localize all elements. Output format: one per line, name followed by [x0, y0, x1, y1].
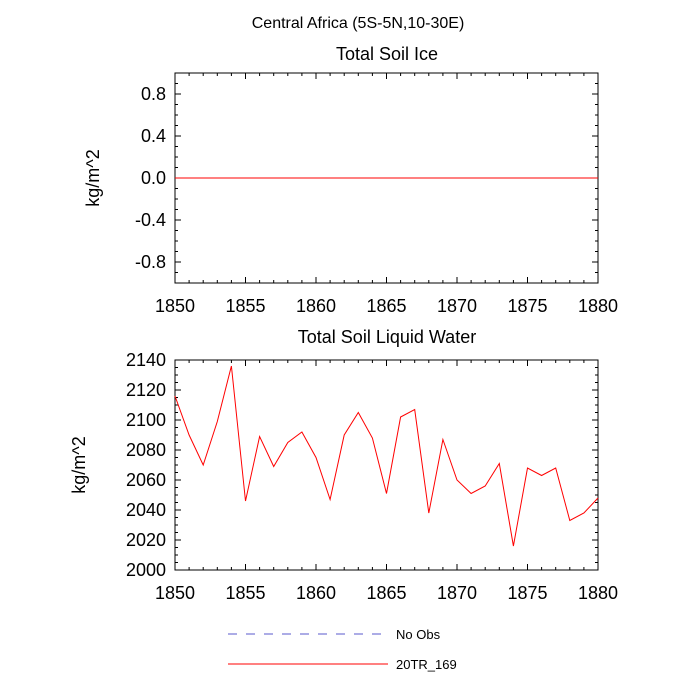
panel1-title: Total Soil Ice: [336, 44, 438, 64]
panel2-y-tick-label: 2120: [126, 380, 166, 400]
panel2-x-tick-label: 1880: [578, 583, 618, 603]
panel2-title: Total Soil Liquid Water: [298, 327, 476, 347]
legend-no-obs-label: No Obs: [396, 627, 441, 642]
panel2-x-tick-label: 1870: [437, 583, 477, 603]
panel1-x-tick-label: 1880: [578, 296, 618, 316]
panel2-x-tick-label: 1860: [296, 583, 336, 603]
panel1-y-tick-label: -0.8: [135, 252, 166, 272]
panel2-x-tick-label: 1875: [507, 583, 547, 603]
panel1-x-tick-label: 1865: [366, 296, 406, 316]
panel2-frame: [174, 359, 599, 571]
main-title: Central Africa (5S-5N,10-30E): [252, 15, 465, 32]
panel2-plot: 1850 1855 1860 1865 1870 1875 1880 2000 2020 2040…: [126, 350, 618, 603]
panel2-series-line: [174, 365, 599, 547]
panel2-y-tick-label: 2080: [126, 440, 166, 460]
panel1-x-tick-label: 1855: [225, 296, 265, 316]
panel2-y-tick-label: 2060: [126, 470, 166, 490]
panel1-y-tick-label: -0.4: [135, 210, 166, 230]
legend-20tr-169-label: 20TR_169: [396, 657, 457, 672]
panel2-y-tick-label: 2040: [126, 500, 166, 520]
panel2-y-axis-label: kg/m^2: [69, 436, 89, 493]
panel2-x-tick-label: 1865: [366, 583, 406, 603]
panel2-y-tick-label: 2000: [126, 560, 166, 580]
panel2-x-tick-label: 1855: [225, 583, 265, 603]
panel1-x-tick-label: 1870: [437, 296, 477, 316]
panel2-x-tick-label: 1850: [155, 583, 195, 603]
panel1-y-tick-label: 0.4: [141, 126, 166, 146]
panel1-y-tick-label: 0.8: [141, 84, 166, 104]
panel2-y-tick-label: 2100: [126, 410, 166, 430]
panel1-y-tick-label: 0.0: [141, 168, 166, 188]
panel2-y-tick-label: 2020: [126, 530, 166, 550]
legend: No Obs 20TR_169: [228, 627, 457, 672]
panel1-x-tick-label: 1860: [296, 296, 336, 316]
panel1-plot: 1850 1855 1860 1865 1870 1875 1880 -0.8 -0.4 0.0 0…: [135, 72, 618, 316]
panel2-y-tick-label: 2140: [126, 350, 166, 370]
panel1-x-tick-label: 1850: [155, 296, 195, 316]
panel1-x-tick-label: 1875: [507, 296, 547, 316]
panel1-y-axis-label: kg/m^2: [83, 149, 103, 206]
